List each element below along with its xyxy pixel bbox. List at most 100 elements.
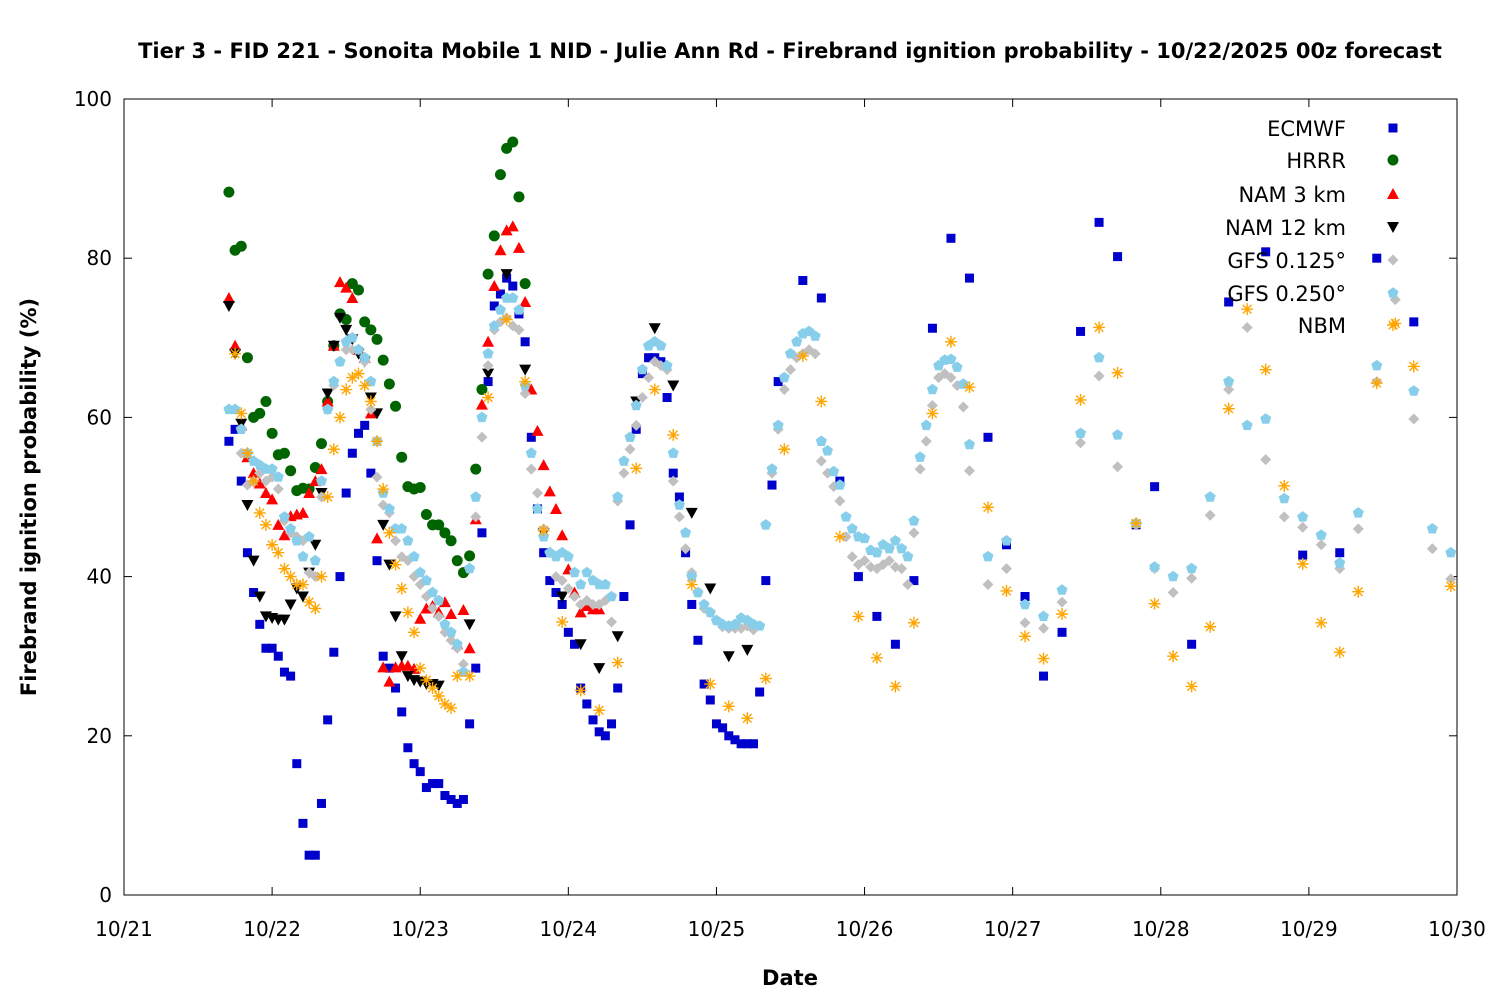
data-point bbox=[457, 666, 469, 677]
data-point bbox=[371, 435, 384, 448]
data-point bbox=[315, 570, 328, 583]
data-point bbox=[982, 550, 994, 562]
data-point bbox=[389, 558, 402, 571]
data-point bbox=[896, 563, 908, 575]
data-point bbox=[458, 794, 468, 804]
data-point bbox=[667, 447, 679, 458]
data-point bbox=[1112, 461, 1124, 473]
data-point bbox=[618, 455, 630, 466]
data-point bbox=[791, 336, 803, 347]
data-point bbox=[982, 579, 994, 591]
data-point bbox=[526, 432, 536, 442]
data-point bbox=[321, 491, 334, 503]
data-point bbox=[1112, 429, 1124, 440]
data-point bbox=[537, 524, 550, 537]
data-point bbox=[333, 276, 346, 288]
data-point bbox=[872, 611, 882, 621]
data-point bbox=[259, 518, 272, 531]
data-point bbox=[1335, 548, 1345, 558]
x-tick-label: 10/26 bbox=[836, 917, 894, 941]
data-point bbox=[341, 488, 351, 498]
data-point bbox=[1241, 303, 1254, 316]
data-point bbox=[445, 535, 457, 547]
data-point bbox=[593, 663, 606, 675]
data-point bbox=[415, 767, 425, 777]
data-point bbox=[309, 602, 322, 615]
data-point bbox=[908, 527, 920, 539]
data-point bbox=[420, 674, 433, 687]
data-point bbox=[1075, 427, 1087, 438]
data-point bbox=[272, 471, 284, 482]
data-point bbox=[254, 407, 266, 419]
data-point bbox=[667, 428, 680, 441]
legend-label: GFS 0.125° bbox=[1227, 249, 1346, 273]
data-point bbox=[463, 670, 476, 683]
data-point bbox=[944, 335, 957, 348]
data-point bbox=[889, 680, 902, 693]
data-point bbox=[920, 419, 932, 431]
data-point bbox=[772, 419, 784, 431]
data-point bbox=[1038, 610, 1049, 622]
data-point bbox=[309, 554, 321, 566]
data-point bbox=[335, 572, 345, 582]
data-point bbox=[1408, 385, 1420, 396]
data-point bbox=[1352, 523, 1364, 535]
data-point bbox=[945, 353, 957, 364]
data-point bbox=[352, 367, 365, 380]
data-point bbox=[1093, 370, 1105, 382]
data-point bbox=[1000, 563, 1012, 575]
data-point bbox=[360, 420, 370, 430]
data-point bbox=[815, 395, 828, 408]
x-tick-label: 10/22 bbox=[243, 917, 301, 941]
data-point bbox=[722, 700, 735, 713]
data-point bbox=[1019, 630, 1032, 643]
data-point bbox=[475, 398, 488, 410]
data-point bbox=[759, 672, 772, 685]
y-tick-label: 20 bbox=[87, 724, 112, 748]
y-tick-label: 40 bbox=[87, 565, 112, 589]
data-point bbox=[908, 515, 920, 526]
data-point bbox=[1056, 608, 1069, 621]
data-point bbox=[704, 583, 717, 595]
data-point bbox=[761, 576, 771, 586]
y-tick-label: 100 bbox=[74, 87, 112, 111]
data-point bbox=[545, 576, 555, 586]
data-point bbox=[513, 324, 525, 336]
data-point bbox=[1444, 580, 1457, 593]
data-point bbox=[346, 292, 359, 303]
series-nbm bbox=[229, 303, 1457, 725]
data-point bbox=[896, 542, 908, 554]
data-point bbox=[278, 511, 290, 522]
data-point bbox=[834, 479, 846, 490]
data-point bbox=[321, 395, 334, 407]
data-point bbox=[520, 337, 530, 347]
data-point bbox=[401, 659, 414, 671]
legend-marker bbox=[1387, 254, 1399, 266]
data-point bbox=[328, 375, 340, 387]
data-point bbox=[241, 352, 253, 364]
data-point bbox=[1445, 546, 1457, 558]
data-point bbox=[427, 602, 439, 614]
data-point bbox=[315, 438, 327, 450]
data-point bbox=[278, 529, 291, 541]
data-point bbox=[648, 383, 661, 396]
legend-label: NAM 3 km bbox=[1238, 183, 1346, 207]
data-point bbox=[236, 476, 246, 486]
data-point bbox=[241, 499, 254, 511]
data-point bbox=[506, 220, 519, 232]
data-point bbox=[278, 447, 290, 459]
data-point bbox=[451, 555, 463, 567]
data-point bbox=[427, 586, 439, 598]
data-point bbox=[329, 647, 339, 657]
data-point bbox=[699, 679, 709, 689]
data-point bbox=[613, 683, 623, 693]
data-point bbox=[557, 599, 567, 609]
data-point bbox=[1223, 384, 1235, 396]
data-point bbox=[685, 578, 698, 591]
series-hrrr bbox=[223, 136, 531, 579]
x-tick-label: 10/25 bbox=[688, 917, 746, 941]
data-point bbox=[253, 477, 266, 489]
data-point bbox=[327, 340, 340, 352]
y-tick-label: 80 bbox=[87, 246, 112, 270]
